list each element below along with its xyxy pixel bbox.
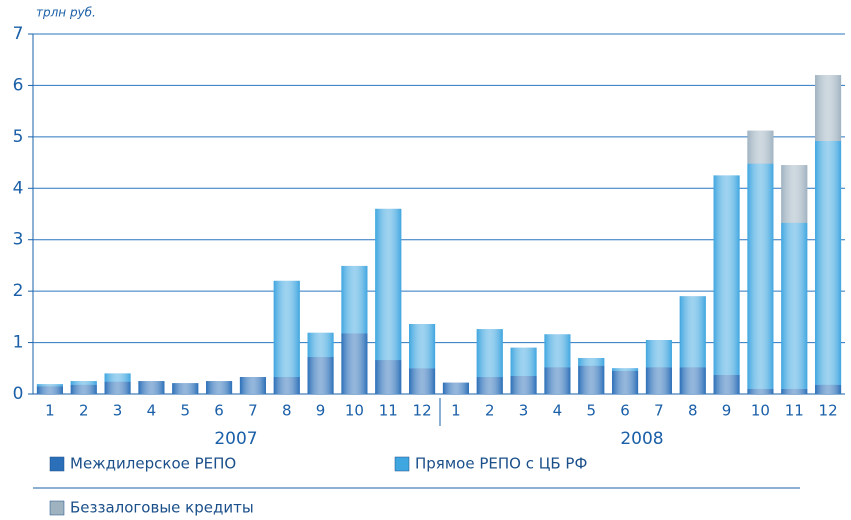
bar-highlight: [307, 356, 334, 394]
y-tick-label: 3: [13, 230, 24, 250]
bar-highlight: [747, 130, 774, 164]
bar-highlight: [679, 296, 706, 368]
x-tick-label: 4: [553, 402, 563, 420]
bar-highlight: [476, 377, 503, 394]
y-tick-label: 6: [13, 75, 24, 95]
x-tick-label: 10: [345, 402, 364, 420]
x-tick-label: 1: [45, 402, 55, 420]
bar-highlight: [341, 333, 368, 394]
x-tick-label: 3: [519, 402, 529, 420]
x-tick-label: 1: [451, 402, 461, 420]
y-tick-label: 1: [13, 333, 24, 353]
bar-highlight: [206, 381, 233, 394]
y-tick-label: 0: [13, 384, 24, 404]
bar-highlight: [476, 329, 503, 378]
bar-highlight: [815, 140, 842, 385]
legend-label: Беззалоговые кредиты: [70, 499, 254, 517]
bar-highlight: [172, 383, 199, 394]
bar-highlight: [679, 367, 706, 394]
bar-highlight: [747, 163, 774, 389]
legend-label: Прямое РЕПО с ЦБ РФ: [415, 455, 587, 473]
group-label: 2008: [620, 429, 663, 449]
bar-highlight: [70, 384, 97, 394]
bar-highlight: [409, 324, 436, 369]
y-tick-label: 4: [13, 178, 24, 198]
x-tick-label: 12: [819, 402, 838, 420]
legend-swatch: [49, 500, 65, 516]
group-label: 2007: [214, 429, 257, 449]
x-tick-label: 5: [586, 402, 596, 420]
x-tick-label: 3: [113, 402, 123, 420]
bar-highlight: [36, 384, 63, 387]
bar-highlight: [578, 365, 605, 394]
bar-highlight: [307, 332, 334, 357]
bar-highlight: [747, 388, 774, 394]
bar-highlight: [341, 265, 368, 334]
y-tick-label: 5: [13, 127, 24, 147]
bar-highlight: [409, 368, 436, 394]
bar-highlight: [544, 367, 571, 394]
bar-highlight: [138, 381, 165, 394]
x-tick-label: 9: [722, 402, 732, 420]
bar-highlight: [781, 388, 808, 394]
x-tick-label: 9: [316, 402, 326, 420]
x-tick-label: 6: [214, 402, 224, 420]
bar-highlight: [815, 384, 842, 394]
bar-highlight: [815, 75, 842, 141]
bar-highlight: [104, 381, 131, 394]
x-tick-label: 4: [147, 402, 157, 420]
x-tick-label: 11: [785, 402, 804, 420]
bar-highlight: [375, 208, 402, 361]
x-tick-label: 6: [620, 402, 630, 420]
bar-highlight: [781, 222, 808, 389]
bar-highlight: [70, 381, 97, 385]
bar-highlight: [612, 368, 639, 371]
y-axis-label: трлн руб.: [36, 6, 96, 20]
x-tick-label: 12: [413, 402, 432, 420]
bar-highlight: [510, 376, 537, 394]
x-tick-label: 7: [248, 402, 258, 420]
bar-highlight: [612, 370, 639, 394]
y-tick-label: 2: [13, 281, 24, 301]
bar-highlight: [375, 360, 402, 394]
x-tick-label: 5: [180, 402, 190, 420]
bar-highlight: [781, 165, 808, 223]
x-tick-label: 11: [379, 402, 398, 420]
bar-highlight: [645, 340, 672, 368]
bar-highlight: [273, 377, 300, 394]
bar-highlight: [442, 382, 469, 394]
bar-highlight: [645, 367, 672, 394]
x-tick-label: 2: [485, 402, 495, 420]
bar-highlight: [104, 373, 131, 382]
x-tick-label: 8: [282, 402, 292, 420]
x-tick-label: 7: [654, 402, 664, 420]
y-tick-label: 7: [13, 24, 24, 44]
bar-highlight: [510, 347, 537, 376]
legend-swatch: [49, 456, 65, 472]
x-tick-label: 8: [688, 402, 698, 420]
bar-highlight: [36, 386, 63, 394]
x-tick-label: 10: [751, 402, 770, 420]
x-tick-label: 2: [79, 402, 89, 420]
legend-swatch: [394, 456, 410, 472]
legend-label: Междилерское РЕПО: [70, 455, 236, 473]
bar-highlight: [713, 175, 740, 375]
bar-highlight: [239, 377, 266, 394]
bar-highlight: [544, 334, 571, 368]
bar-highlight: [273, 280, 300, 378]
bar-highlight: [578, 358, 605, 366]
bar-highlight: [713, 374, 740, 394]
